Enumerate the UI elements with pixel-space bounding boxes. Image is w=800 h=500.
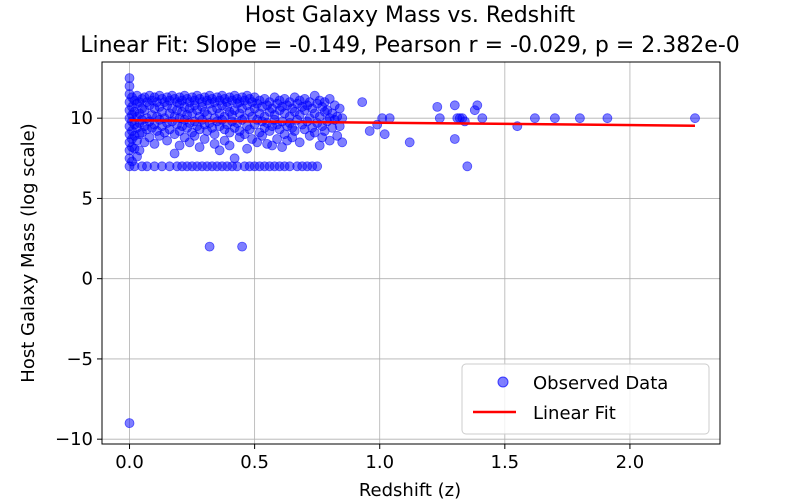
scatter-point bbox=[277, 142, 288, 153]
y-tick-label: 10 bbox=[70, 108, 93, 129]
scatter-point bbox=[124, 418, 135, 429]
y-tick-label: −5 bbox=[66, 349, 93, 370]
x-axis-ticks: 0.0 0.5 1.0 1.5 2.0 bbox=[115, 444, 644, 473]
x-tick-label: 0.5 bbox=[240, 452, 269, 473]
scatter-point bbox=[194, 142, 205, 153]
linear-fit-line bbox=[129, 119, 695, 127]
scatter-point bbox=[294, 137, 305, 148]
scatter-point bbox=[449, 100, 460, 111]
y-axis-ticks: −10 −5 0 5 10 bbox=[55, 108, 102, 450]
scatter-point bbox=[332, 130, 343, 141]
scatter-point bbox=[384, 113, 395, 124]
scatter-point bbox=[324, 135, 335, 146]
scatter-point bbox=[252, 137, 263, 148]
scatter-point bbox=[224, 140, 235, 151]
scatter-point bbox=[242, 143, 253, 154]
scatter-point bbox=[149, 138, 160, 149]
scatter-point bbox=[237, 241, 248, 252]
scatter-point bbox=[289, 126, 300, 136]
scatter-point bbox=[134, 145, 145, 156]
scatter-point bbox=[472, 100, 483, 111]
scatter-point bbox=[214, 145, 225, 156]
scatter-point bbox=[309, 127, 320, 138]
x-tick-label: 0.0 bbox=[115, 452, 144, 473]
scatter-point bbox=[144, 132, 155, 143]
y-tick-label: −10 bbox=[55, 429, 93, 450]
fit-line-layer bbox=[129, 119, 695, 127]
x-tick-label: 1.5 bbox=[491, 452, 520, 473]
scatter-point bbox=[477, 113, 488, 124]
scatter-point bbox=[575, 113, 585, 124]
scatter-point bbox=[434, 113, 445, 124]
legend-label-observed: Observed Data bbox=[533, 373, 668, 394]
x-tick-label: 2.0 bbox=[616, 452, 645, 473]
scatter-point bbox=[449, 134, 460, 144]
scatter-point bbox=[204, 241, 215, 252]
scatter-point bbox=[432, 102, 443, 112]
x-tick-label: 1.0 bbox=[365, 452, 394, 473]
scatter-point bbox=[312, 161, 323, 172]
scatter-point bbox=[550, 113, 560, 124]
scatter-point bbox=[530, 113, 540, 124]
plot-area-frame bbox=[101, 61, 721, 445]
scatter-point bbox=[189, 130, 200, 141]
y-axis-label: Host Galaxy Mass (log scale) bbox=[18, 123, 39, 382]
scatter-point bbox=[379, 129, 390, 140]
scatter-point bbox=[462, 161, 473, 172]
scatter-point bbox=[690, 113, 700, 124]
scatter-point bbox=[324, 94, 335, 104]
scatter-point bbox=[184, 137, 195, 148]
scatter-point bbox=[209, 138, 220, 149]
legend-box bbox=[461, 363, 710, 435]
y-tick-label: 0 bbox=[82, 269, 93, 290]
scatter-point bbox=[314, 140, 325, 151]
scatter-point bbox=[209, 129, 220, 140]
legend: Observed Data Linear Fit bbox=[461, 363, 710, 435]
y-tick-label: 5 bbox=[82, 188, 93, 209]
scatter-point bbox=[357, 97, 368, 107]
scatter-point bbox=[602, 113, 613, 124]
x-axis-label: Redshift (z) bbox=[359, 480, 461, 500]
scatter-point bbox=[162, 135, 173, 146]
scatter-point bbox=[272, 134, 283, 144]
scatter-point bbox=[364, 126, 375, 136]
scatter-point bbox=[337, 137, 348, 148]
scatter-point bbox=[267, 140, 278, 151]
scatter-point bbox=[174, 140, 185, 151]
legend-label-fit: Linear Fit bbox=[533, 403, 616, 424]
chart-subtitle: Linear Fit: Slope = -0.149, Pearson r = … bbox=[80, 33, 740, 58]
scatter-point bbox=[334, 103, 345, 114]
chart-title: Host Galaxy Mass vs. Redshift bbox=[245, 3, 576, 28]
scatter-point bbox=[169, 148, 180, 159]
legend-scatter-marker bbox=[497, 376, 509, 388]
scatter-point bbox=[404, 137, 415, 148]
